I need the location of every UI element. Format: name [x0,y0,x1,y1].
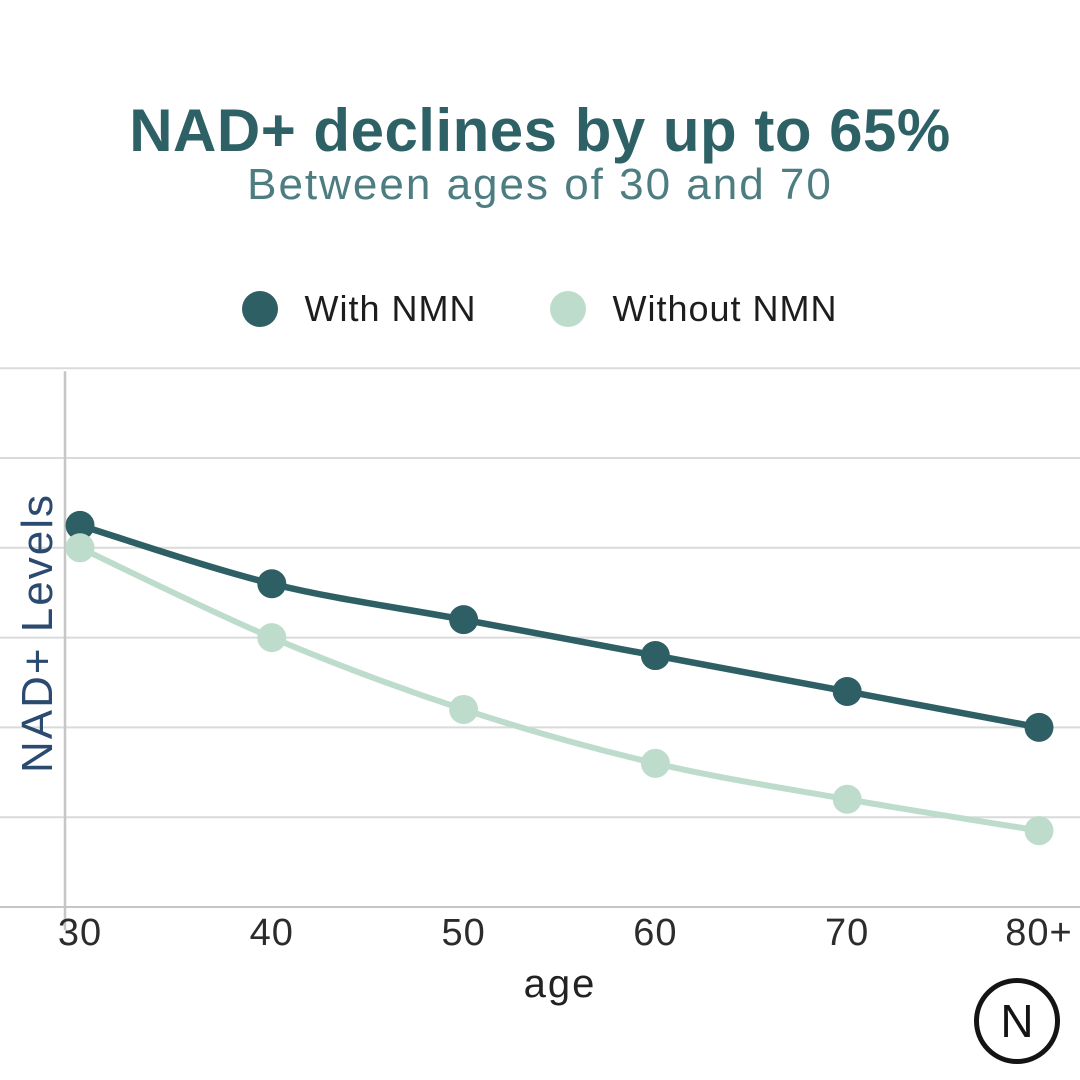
x-tick-label: 60 [633,912,678,954]
x-axis-ticks: 30 40 50 60 70 80+ [0,912,1080,962]
legend-dot-icon [242,291,279,327]
page-subtitle: Between ages of 30 and 70 [247,160,833,209]
data-point-marker [257,623,287,653]
x-tick-label: 50 [441,912,486,954]
data-point-marker [65,533,95,563]
series-line-without-nmn [78,545,1040,834]
data-point-marker [1024,816,1054,846]
data-point-marker [257,569,287,599]
data-point-marker [1024,712,1054,742]
legend-item-without-nmn: Without NMN [550,288,837,330]
page-title: NAD+ declines by up to 65% [129,97,951,164]
data-point-marker [640,748,670,778]
x-tick-label: 80+ [1005,912,1073,954]
data-point-marker [832,784,862,814]
brand-logo: N [974,978,1060,1064]
legend-item-with-nmn: With NMN [242,288,476,330]
brand-logo-letter: N [1000,995,1034,1047]
x-tick-label: 30 [57,912,103,954]
y-axis-title: NAD+ Levels [13,493,62,774]
x-axis-title: age [523,962,597,1006]
chart-legend: With NMN Without NMN [0,288,1080,330]
series-line-with-nmn [79,522,1040,731]
data-point-marker [832,676,862,706]
data-point-marker [640,641,670,671]
x-tick-label: 70 [825,912,870,954]
legend-dot-icon [550,291,587,327]
x-tick-label: 40 [249,912,294,954]
line-chart [0,367,1080,930]
data-point-marker [449,605,479,635]
data-point-marker [65,510,95,540]
legend-label: With NMN [304,288,477,329]
data-point-marker [449,694,479,724]
legend-label: Without NMN [612,288,838,329]
